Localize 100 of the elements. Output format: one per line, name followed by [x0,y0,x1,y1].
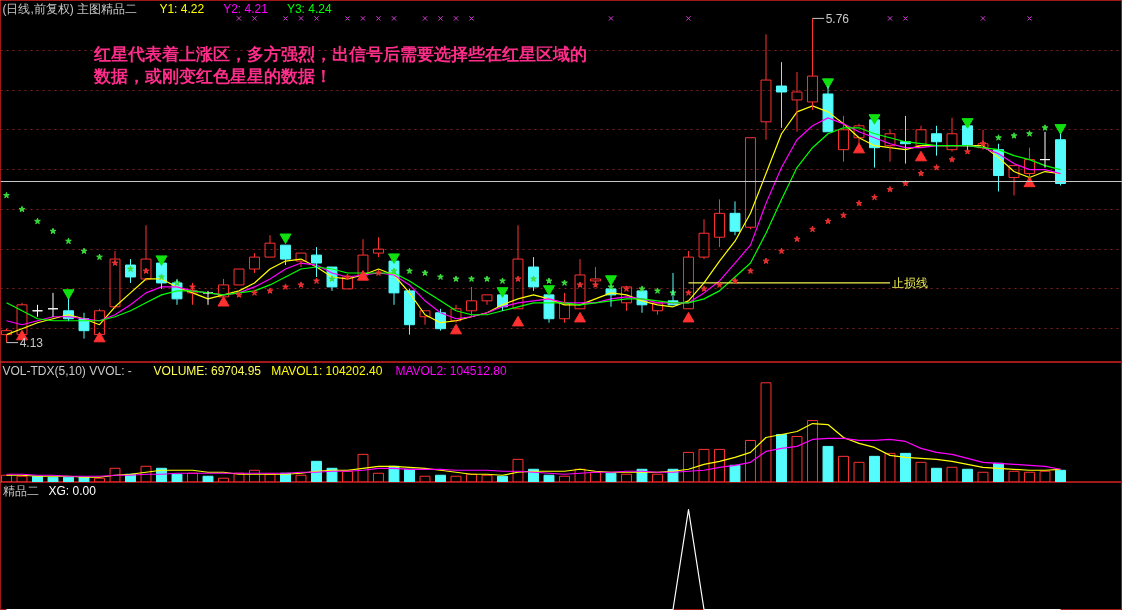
point [886,185,894,193]
candlestick [466,286,477,318]
candlestick [838,115,849,163]
point [421,269,429,276]
text: VOLUME: 69704.95 [153,363,262,378]
candlestick [574,258,586,310]
candlestick [47,292,59,318]
candlestick [714,198,725,248]
bar [497,475,508,482]
chart-title: (日线,前复权) 主图精品二 [2,1,138,16]
point [80,247,88,255]
candlestick [404,288,415,336]
candlestick [760,33,772,141]
bar [171,473,183,482]
candlestick [791,71,803,133]
point [357,270,369,281]
point [902,15,909,22]
point [251,289,258,296]
candlestick [512,224,524,310]
candlestick [698,218,710,260]
point [915,150,927,162]
point [217,295,230,307]
point [313,15,320,22]
point [716,281,723,288]
point [608,15,614,22]
candlestick [776,61,787,129]
point [452,275,460,282]
candlestick [280,244,291,266]
point [685,289,692,296]
candlestick [264,234,276,258]
point [18,205,26,213]
bar [977,471,989,482]
chart-title: 精品二 [2,483,39,498]
point [390,267,398,274]
point [995,134,1002,141]
text: MAVOL1: 104202.40 [271,363,383,378]
point [1010,132,1018,139]
bar [481,474,493,482]
point [499,277,506,284]
point [344,15,351,22]
candlestick [1008,165,1020,196]
bar [915,461,927,482]
point [297,281,305,288]
bar [16,475,28,482]
bar [47,476,59,482]
point [809,225,816,233]
point [298,15,304,22]
annotation: 红星代表着上涨区，多方强烈，出信号后需要选择些在红星区域的数据，或刚变红色星星的数据！ [92,44,587,87]
point [623,285,630,292]
candlestick [884,129,896,163]
bar [822,445,834,482]
candlestick [683,250,694,310]
candlestick [249,252,260,274]
bar [791,435,803,482]
annotation: 4.13 [19,336,44,351]
point [1054,124,1067,135]
bar [869,455,880,482]
candlestick [419,310,431,326]
point [853,142,865,154]
point [422,15,428,22]
candlestick [202,290,214,306]
bar [745,439,756,482]
point [3,191,10,199]
bar [404,468,415,482]
text: Y3: 4.24 [286,1,332,16]
candlestick [140,224,152,282]
point [685,15,692,22]
point [514,275,522,282]
point [313,277,320,284]
candlestick [342,276,353,290]
point [450,323,462,335]
candlestick [946,117,958,153]
point [282,15,289,22]
bar [683,451,694,482]
point [822,78,834,89]
point [65,237,72,245]
point [961,118,974,129]
bar [838,455,849,482]
candlestick [233,268,245,286]
point [902,179,909,187]
point [282,283,289,290]
bar [202,475,214,482]
point [778,247,785,255]
point [871,193,878,201]
bar [140,465,152,482]
point [111,259,119,266]
point [375,15,382,22]
point [93,331,106,343]
bar [605,472,617,482]
bar [357,453,369,482]
point [638,285,646,292]
candlestick [1039,131,1051,169]
bar [853,461,865,482]
candlestick [729,200,741,236]
point [155,255,168,266]
point [793,235,801,243]
candlestick [559,292,570,324]
point [682,311,695,323]
point [468,15,475,22]
bar [295,474,307,482]
